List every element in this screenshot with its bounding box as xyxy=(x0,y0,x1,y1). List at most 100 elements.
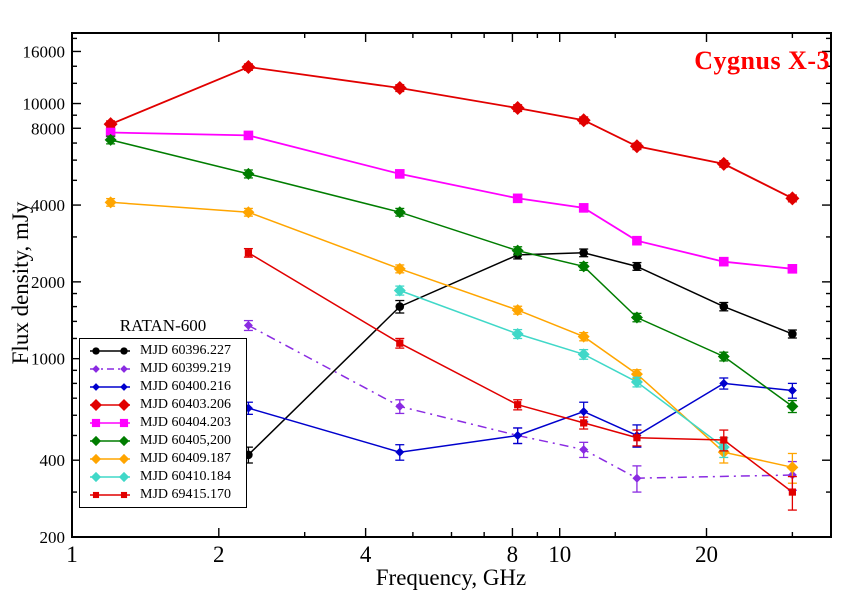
legend-item-4: MJD 60404.203 xyxy=(80,414,246,431)
data-point xyxy=(242,167,255,180)
data-point xyxy=(632,262,642,271)
legend-marker-4 xyxy=(90,418,130,428)
legend-item-label: MJD 60399.219 xyxy=(140,360,232,376)
data-point xyxy=(786,461,799,474)
series-mjd-60410.184 xyxy=(393,284,730,459)
series-line xyxy=(110,66,793,200)
legend-box: MJD 60396.227 MJD 60399.219 MJD 60400.216 M… xyxy=(79,338,247,508)
data-point xyxy=(243,130,254,141)
data-point xyxy=(577,260,590,273)
data-point xyxy=(632,235,642,246)
data-point xyxy=(118,435,130,447)
x-tick-label: 20 xyxy=(695,542,718,567)
legend-marker-3 xyxy=(90,398,130,411)
data-point xyxy=(103,117,118,132)
data-point xyxy=(90,398,102,411)
data-point xyxy=(120,382,128,391)
data-point xyxy=(786,400,799,413)
data-point xyxy=(719,302,729,311)
data-point xyxy=(393,206,406,219)
data-point xyxy=(576,113,591,128)
y-tick-label: 10000 xyxy=(23,95,66,114)
data-point xyxy=(118,398,130,411)
x-tick-label: 2 xyxy=(213,542,225,567)
data-point xyxy=(393,284,406,297)
y-tick-label: 2000 xyxy=(31,273,65,292)
data-point xyxy=(395,401,405,411)
data-point xyxy=(119,418,129,428)
data-point xyxy=(513,430,523,440)
data-point xyxy=(92,492,100,499)
legend-item-label: MJD 60396.227 xyxy=(140,342,232,358)
data-point xyxy=(120,364,128,373)
data-point xyxy=(393,262,406,275)
series-mjd-60403.206 xyxy=(103,60,800,206)
legend-marker-5 xyxy=(90,435,130,447)
legend-marker-2 xyxy=(90,382,130,391)
legend-item-label: MJD 60405,200 xyxy=(140,433,232,449)
data-point xyxy=(512,193,523,204)
x-axis-label: Frequency, GHz xyxy=(375,565,527,590)
data-point xyxy=(90,454,102,465)
series-line xyxy=(248,324,793,479)
data-point xyxy=(90,472,102,483)
legend-item-6: MJD 60409.187 xyxy=(80,451,246,468)
legend-title: RATAN-600 xyxy=(119,316,207,335)
data-point xyxy=(718,256,729,267)
data-point xyxy=(392,81,407,96)
data-point xyxy=(788,329,797,339)
data-point xyxy=(105,127,116,138)
data-point xyxy=(243,320,253,330)
data-point xyxy=(241,60,256,75)
data-point xyxy=(510,101,525,116)
data-point xyxy=(395,447,405,457)
data-point xyxy=(577,330,590,343)
data-point xyxy=(630,311,643,324)
data-point xyxy=(579,407,589,417)
x-tick-label: 8 xyxy=(507,542,519,567)
data-point xyxy=(787,386,797,396)
data-point xyxy=(717,350,730,363)
y-tick-label: 4000 xyxy=(31,196,65,215)
legend-marker-0 xyxy=(90,346,130,355)
legend-marker-1 xyxy=(90,364,130,373)
y-tick-label: 8000 xyxy=(31,119,65,138)
legend-item-label: MJD 60410.184 xyxy=(140,469,232,485)
chart-title: Cygnus X-3 xyxy=(694,46,830,75)
data-point xyxy=(788,488,796,496)
legend-item-1: MJD 60399.219 xyxy=(80,360,246,377)
y-tick-label: 400 xyxy=(40,451,66,470)
series-mjd-60405,200 xyxy=(104,133,799,414)
series-mjd-60400.216 xyxy=(243,377,797,461)
data-point xyxy=(511,304,524,317)
data-point xyxy=(244,249,253,257)
data-point xyxy=(511,327,524,340)
data-point xyxy=(632,473,642,483)
data-point xyxy=(629,139,644,154)
x-tick-label: 4 xyxy=(360,542,372,567)
data-point xyxy=(104,133,117,146)
legend-marker-8 xyxy=(90,492,130,499)
legend-item-label: MJD 60403.206 xyxy=(140,396,232,412)
legend-item-2: MJD 60400.216 xyxy=(80,378,246,395)
data-point xyxy=(118,454,130,465)
data-point xyxy=(716,156,731,171)
data-point xyxy=(633,434,641,442)
data-point xyxy=(578,203,589,213)
series-mjd-69415.170 xyxy=(243,247,797,511)
legend-item-0: MJD 60396.227 xyxy=(80,342,246,359)
legend-item-7: MJD 60410.184 xyxy=(80,469,246,486)
data-point xyxy=(394,169,405,179)
data-point xyxy=(104,196,117,209)
data-point xyxy=(720,436,728,444)
data-point xyxy=(91,418,101,428)
data-point xyxy=(92,364,100,373)
series-line xyxy=(247,252,793,456)
y-tick-label: 200 xyxy=(40,528,66,547)
data-point xyxy=(120,492,128,499)
data-point xyxy=(118,472,130,483)
legend-item-8: MJD 69415.170 xyxy=(80,487,246,504)
data-point xyxy=(580,419,588,427)
y-tick-label: 1000 xyxy=(31,350,65,369)
